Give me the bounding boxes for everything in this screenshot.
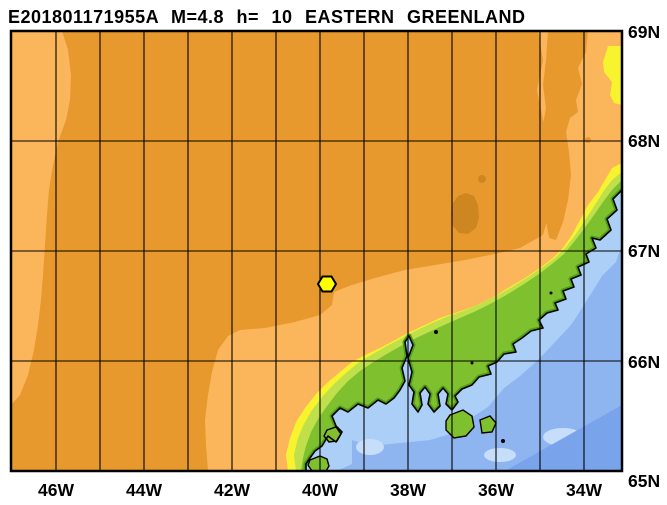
latitude-axis: 69N 68N 67N 66N 65N [628, 22, 660, 491]
islet-speck [434, 330, 438, 334]
map-title: E201801171955A M=4.8 h= 10 EASTERN GREEN… [8, 7, 526, 27]
lake-speck [470, 361, 474, 365]
coastal-ridge-region [542, 31, 588, 240]
lat-tick-label: 68N [628, 131, 660, 151]
epicenter-marker [316, 275, 338, 293]
pale-water-patch [356, 439, 384, 455]
island [479, 415, 497, 434]
deep-water-corner [505, 405, 622, 471]
lat-tick-label: 66N [628, 352, 660, 372]
lon-tick-label: 46W [38, 480, 74, 500]
lake-speck [549, 291, 553, 295]
ocean-region [306, 190, 622, 471]
map-canvas [11, 31, 622, 471]
summit-dot [478, 175, 486, 183]
coastline [305, 189, 622, 471]
lon-tick-label: 40W [302, 480, 338, 500]
graticule-grid [11, 31, 622, 471]
lon-tick-label: 34W [566, 480, 602, 500]
pale-water-patch [484, 448, 516, 462]
map-frame [9, 29, 624, 473]
summit-patch [451, 193, 479, 234]
longitude-axis: 46W 44W 42W 40W 38W 36W 34W [38, 480, 602, 500]
lat-tick-label: 67N [628, 241, 660, 261]
lat-tick-label: 69N [628, 22, 660, 42]
lon-tick-label: 36W [478, 480, 514, 500]
ridge-speck [585, 137, 591, 143]
lon-tick-label: 38W [390, 480, 426, 500]
island [307, 455, 330, 471]
yellow-patch-northeast [603, 46, 622, 105]
island [445, 409, 475, 439]
islet-speck [501, 439, 505, 443]
lat-tick-label: 65N [628, 471, 660, 491]
lon-tick-label: 42W [214, 480, 250, 500]
lon-tick-label: 44W [126, 480, 162, 500]
